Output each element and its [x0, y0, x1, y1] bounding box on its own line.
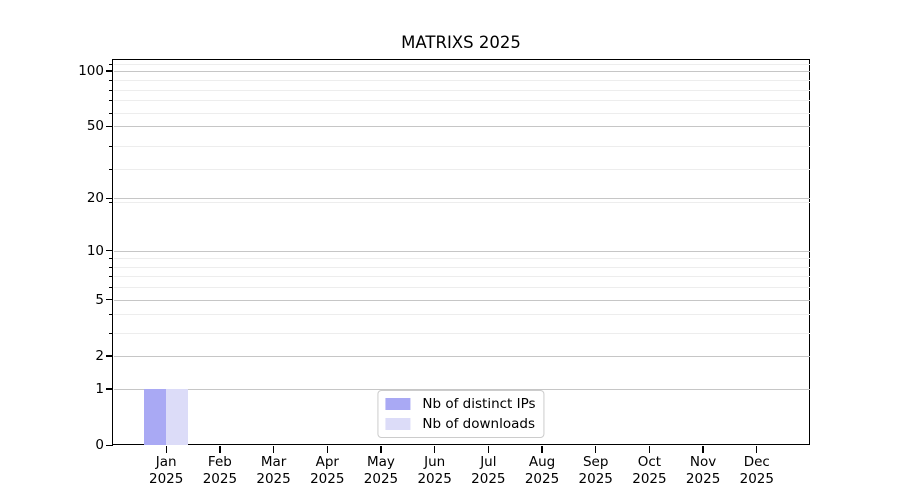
gridline-major	[113, 299, 810, 301]
gridline-minor	[113, 89, 810, 91]
x-tick-label: Sep 2025	[578, 454, 613, 487]
y-tick	[106, 250, 113, 252]
y-minor-tick	[109, 332, 113, 334]
bar-nb-of-distinct-ips-jan-2025	[144, 388, 167, 445]
x-tick-label: Dec 2025	[739, 454, 774, 487]
y-tick	[106, 299, 113, 301]
gridline-minor	[113, 287, 810, 289]
y-tick	[106, 125, 113, 127]
legend-item-downloads: Nb of downloads	[385, 414, 535, 434]
x-tick	[165, 446, 167, 453]
gridline-minor	[113, 112, 810, 114]
gridline-major	[113, 250, 810, 252]
gridline-minor	[113, 258, 810, 260]
y-minor-tick	[109, 287, 113, 289]
y-tick-label: 0	[95, 437, 104, 453]
gridline-minor	[113, 202, 810, 204]
legend-item-distinct-ips: Nb of distinct IPs	[385, 394, 536, 414]
gridline-major	[113, 198, 810, 200]
x-tick	[326, 446, 328, 453]
x-tick-label: May 2025	[363, 454, 399, 487]
y-tick-label: 2	[95, 347, 104, 364]
gridline-minor	[113, 332, 810, 334]
y-tick-label: 1	[95, 380, 104, 397]
y-minor-tick	[109, 314, 113, 316]
y-tick-label: 10	[86, 242, 104, 259]
y-minor-tick	[109, 63, 113, 65]
gridline-major	[113, 355, 810, 357]
y-minor-tick	[109, 89, 113, 91]
gridline-minor	[113, 266, 810, 268]
legend-label-distinct-ips: Nb of distinct IPs	[422, 396, 536, 412]
y-tick-label: 5	[95, 291, 104, 308]
x-tick	[756, 446, 758, 453]
legend-label-downloads: Nb of downloads	[422, 416, 535, 432]
gridline-major	[113, 388, 810, 390]
y-tick	[106, 355, 113, 357]
y-tick-label: 50	[86, 118, 104, 135]
y-tick	[106, 70, 113, 72]
y-minor-tick	[109, 276, 113, 278]
x-tick	[380, 446, 382, 453]
x-tick-label: Nov 2025	[685, 454, 721, 487]
legend-swatch-downloads	[385, 418, 411, 430]
x-tick	[434, 446, 436, 453]
x-tick	[541, 446, 543, 453]
gridline-minor	[113, 80, 810, 82]
gridline-minor	[113, 145, 810, 147]
x-tick-label: Mar 2025	[256, 454, 291, 487]
x-tick-label: Apr 2025	[310, 454, 345, 487]
x-tick	[272, 446, 275, 453]
legend: Nb of distinct IPs Nb of downloads	[377, 390, 545, 438]
y-tick-label: 100	[78, 62, 104, 79]
x-tick	[702, 446, 704, 453]
y-tick	[106, 444, 113, 446]
gridline-minor	[113, 63, 810, 65]
y-minor-tick	[109, 80, 113, 82]
x-tick-label: Jul 2025	[471, 454, 506, 487]
y-minor-tick	[109, 202, 113, 204]
y-minor-tick	[109, 145, 113, 147]
x-tick	[487, 446, 489, 453]
y-minor-tick	[109, 266, 113, 268]
x-tick	[648, 446, 651, 453]
x-tick-label: Jun 2025	[417, 454, 452, 487]
gridline-major	[113, 70, 810, 72]
y-minor-tick	[109, 258, 113, 260]
y-minor-tick	[109, 169, 113, 171]
gridline-major	[113, 126, 810, 128]
legend-swatch-distinct-ips	[385, 398, 411, 410]
gridline-minor	[113, 276, 810, 278]
y-tick	[106, 197, 113, 199]
y-minor-tick	[109, 100, 113, 102]
x-tick-label: Feb 2025	[202, 454, 238, 487]
gridline-minor	[113, 169, 810, 171]
y-tick	[106, 388, 113, 390]
x-tick-label: Jan 2025	[149, 454, 184, 487]
plot-area	[112, 59, 810, 445]
bar-nb-of-downloads-jan-2025	[166, 388, 189, 445]
y-minor-tick	[109, 112, 113, 114]
x-tick-label: Aug 2025	[524, 454, 560, 487]
x-tick	[219, 446, 221, 453]
gridline-minor	[113, 100, 810, 102]
y-tick-label: 20	[86, 190, 104, 207]
x-tick	[595, 446, 597, 453]
gridline-minor	[113, 314, 810, 316]
chart-title: MATRIXS 2025	[401, 33, 521, 52]
x-tick-label: Oct 2025	[632, 454, 667, 487]
